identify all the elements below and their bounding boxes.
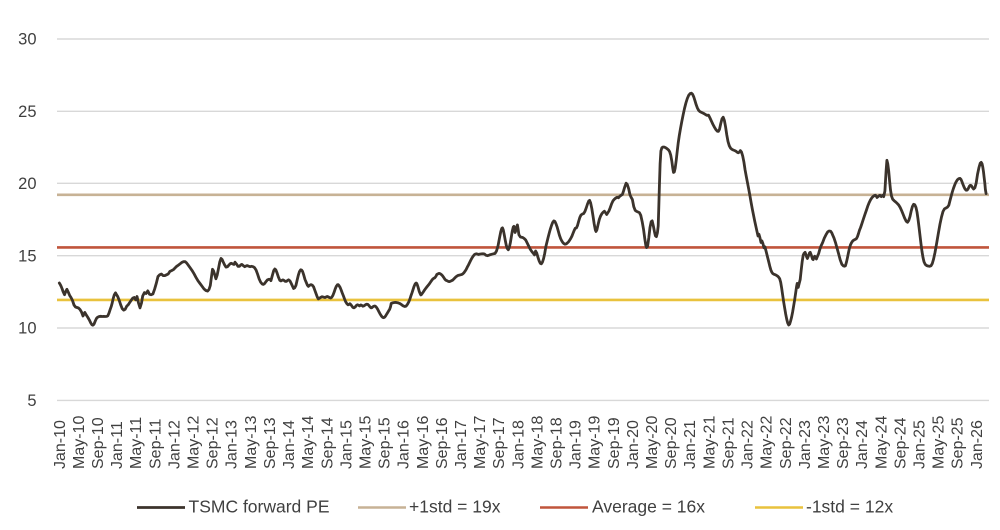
svg-text:+1std = 19x: +1std = 19x (409, 497, 501, 517)
svg-text:Sep-25: Sep-25 (950, 417, 967, 469)
svg-text:Jan-24: Jan-24 (854, 420, 871, 469)
svg-text:15: 15 (18, 247, 36, 265)
svg-text:10: 10 (18, 320, 36, 338)
svg-text:Jan-13: Jan-13 (224, 420, 241, 469)
svg-text:Sep-18: Sep-18 (549, 417, 566, 469)
svg-text:Jan-16: Jan-16 (396, 420, 413, 469)
svg-text:May-17: May-17 (472, 416, 489, 469)
svg-text:Average = 16x: Average = 16x (592, 497, 705, 517)
svg-text:Sep-22: Sep-22 (778, 417, 795, 469)
svg-text:Jan-20: Jan-20 (625, 420, 642, 469)
svg-text:Jan-15: Jan-15 (338, 420, 355, 469)
svg-text:Sep-16: Sep-16 (434, 417, 451, 469)
svg-text:Jan-19: Jan-19 (568, 420, 585, 469)
svg-text:Jan-11: Jan-11 (109, 421, 126, 469)
svg-text:Jan-12: Jan-12 (166, 420, 183, 469)
svg-text:May-23: May-23 (816, 416, 833, 469)
svg-text:Sep-24: Sep-24 (892, 417, 909, 469)
svg-text:Sep-20: Sep-20 (663, 417, 680, 469)
svg-text:May-12: May-12 (186, 416, 203, 469)
svg-text:30: 30 (18, 31, 36, 49)
svg-text:Sep-12: Sep-12 (205, 417, 222, 469)
svg-text:Sep-21: Sep-21 (720, 417, 737, 469)
svg-text:Jan-17: Jan-17 (453, 420, 470, 469)
svg-text:25: 25 (18, 103, 36, 121)
svg-text:Sep-14: Sep-14 (319, 417, 336, 469)
svg-text:Sep-19: Sep-19 (606, 417, 623, 469)
svg-text:Jan-25: Jan-25 (912, 420, 929, 469)
svg-text:May-13: May-13 (243, 416, 260, 469)
svg-text:Jan-23: Jan-23 (797, 420, 814, 469)
svg-text:Sep-23: Sep-23 (835, 417, 852, 469)
svg-text:May-24: May-24 (873, 416, 890, 469)
svg-text:May-25: May-25 (931, 416, 948, 469)
svg-text:Jan-14: Jan-14 (281, 420, 298, 469)
svg-text:May-21: May-21 (701, 416, 718, 469)
svg-text:5: 5 (27, 392, 36, 410)
svg-text:May-22: May-22 (759, 416, 776, 469)
svg-text:May-18: May-18 (529, 416, 546, 469)
svg-text:TSMC forward PE: TSMC forward PE (189, 497, 330, 517)
svg-text:May-11: May-11 (128, 417, 145, 469)
svg-text:Sep-15: Sep-15 (377, 417, 394, 469)
svg-text:Sep-17: Sep-17 (491, 417, 508, 469)
svg-text:May-16: May-16 (415, 416, 432, 469)
svg-text:Jan-22: Jan-22 (740, 420, 757, 469)
svg-text:Sep-10: Sep-10 (90, 417, 107, 469)
svg-text:May-15: May-15 (358, 416, 375, 469)
svg-text:May-19: May-19 (587, 416, 604, 469)
svg-text:Jan-26: Jan-26 (969, 420, 986, 469)
svg-text:Sep-11: Sep-11 (147, 418, 164, 469)
svg-text:Sep-13: Sep-13 (262, 417, 279, 469)
svg-text:Jan-18: Jan-18 (510, 420, 527, 469)
svg-text:20: 20 (18, 175, 36, 193)
svg-text:-1std = 12x: -1std = 12x (806, 497, 893, 517)
svg-text:Jan-21: Jan-21 (682, 420, 699, 469)
svg-text:Jan-10: Jan-10 (52, 420, 69, 469)
svg-text:May-10: May-10 (71, 416, 88, 469)
svg-text:May-20: May-20 (644, 416, 661, 469)
svg-text:May-14: May-14 (300, 416, 317, 469)
